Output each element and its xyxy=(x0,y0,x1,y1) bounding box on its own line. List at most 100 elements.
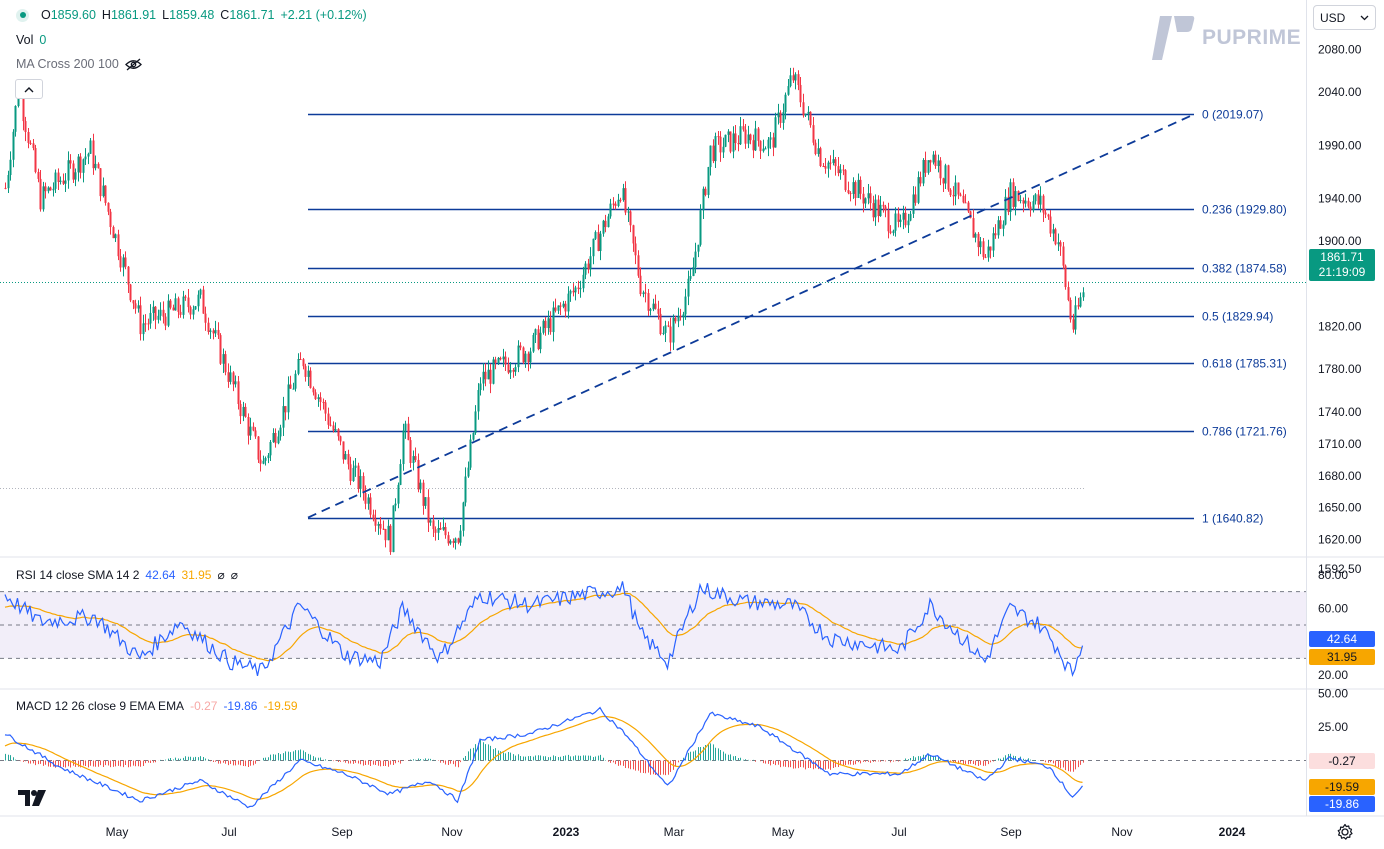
candle-body xyxy=(349,464,352,482)
currency-select[interactable]: USD xyxy=(1313,5,1376,30)
candle-body xyxy=(872,203,875,218)
candle-body xyxy=(482,371,485,384)
candle-body xyxy=(639,275,642,295)
candle-body xyxy=(682,314,685,318)
macd-signal-line xyxy=(4,715,1083,800)
volume-legend[interactable]: Vol 0 xyxy=(16,33,46,47)
time-tick-label: 2023 xyxy=(553,825,580,839)
candle-body xyxy=(584,263,587,275)
candle-body xyxy=(687,278,690,297)
candle-body xyxy=(879,204,882,217)
fib-level-label: 0.5 (1829.94) xyxy=(1202,310,1273,324)
candle-body xyxy=(37,171,40,179)
candle-body xyxy=(154,306,157,320)
candle-body xyxy=(149,312,152,324)
candle-body xyxy=(674,318,677,322)
gear-icon[interactable] xyxy=(1336,823,1354,841)
candle-body xyxy=(397,484,400,504)
price-tick-label: 1680.00 xyxy=(1318,469,1362,483)
candle-body xyxy=(457,538,460,543)
candle-body xyxy=(119,256,122,268)
candle-body xyxy=(334,429,337,431)
candle-body xyxy=(784,94,787,113)
candle-body xyxy=(354,465,357,468)
candle-body xyxy=(782,112,785,123)
candle-body xyxy=(927,160,930,173)
candle-body xyxy=(112,227,115,239)
candle-body xyxy=(549,318,552,333)
candle-body xyxy=(899,219,902,222)
candle-body xyxy=(709,145,712,168)
candle-body xyxy=(557,305,560,311)
collapse-legend-button[interactable] xyxy=(15,79,43,99)
candle-body xyxy=(597,232,600,251)
candle-body xyxy=(552,307,555,333)
ma-cross-label: MA Cross 200 100 xyxy=(16,57,119,71)
hidden-eye-icon[interactable] xyxy=(124,58,142,71)
candle-body xyxy=(1007,196,1010,212)
ma-cross-legend[interactable]: MA Cross 200 100 xyxy=(16,57,142,71)
candle-body xyxy=(464,476,467,503)
candle-body xyxy=(324,402,327,414)
candle-body xyxy=(427,497,430,523)
time-tick-label: Jul xyxy=(221,825,236,839)
candle-body xyxy=(1037,194,1040,205)
candle-body xyxy=(857,179,860,199)
candle-body xyxy=(519,345,522,348)
candle-body xyxy=(809,111,812,126)
candle-body xyxy=(122,257,125,268)
candle-body xyxy=(999,220,1002,229)
price-tick-label: 2080.00 xyxy=(1318,42,1362,56)
candle-body xyxy=(242,406,245,417)
candle-body xyxy=(579,288,582,290)
fib-level-label: 1 (1640.82) xyxy=(1202,512,1263,526)
candle-body xyxy=(524,353,527,363)
candle-body xyxy=(997,220,1000,236)
candle-body xyxy=(932,154,935,163)
candle-body xyxy=(34,148,37,172)
candle-body xyxy=(449,540,452,544)
candle-body xyxy=(192,309,195,315)
candle-body xyxy=(247,416,250,436)
symbol-status-icon[interactable] xyxy=(16,8,29,22)
candle-body xyxy=(902,212,905,220)
candle-body xyxy=(389,525,392,553)
candle-body xyxy=(79,156,82,173)
candle-body xyxy=(57,172,60,182)
candle-body xyxy=(97,163,100,169)
candle-body xyxy=(814,142,817,154)
candle-body xyxy=(1032,201,1035,211)
time-tick-label: Nov xyxy=(1111,825,1132,839)
candle-body xyxy=(774,117,777,148)
time-tick-label: Mar xyxy=(664,825,685,839)
candle-body xyxy=(659,313,662,335)
candle-body xyxy=(59,180,62,182)
candle-body xyxy=(347,454,350,465)
candle-body xyxy=(574,287,577,293)
ohlc-low: L1859.48 xyxy=(162,8,215,22)
macd-legend[interactable]: MACD 12 26 close 9 EMA EMA -0.27 -19.86 … xyxy=(16,699,298,713)
tradingview-logo-icon[interactable] xyxy=(16,788,50,808)
candle-body xyxy=(1019,200,1022,202)
candle-body xyxy=(827,162,830,169)
rsi-legend[interactable]: RSI 14 close SMA 14 2 42.64 31.95 ⌀ ⌀ xyxy=(16,568,238,582)
candle-body xyxy=(657,308,660,314)
candle-body xyxy=(17,97,20,107)
candle-body xyxy=(317,397,320,400)
candle-body xyxy=(197,294,200,307)
candle-body xyxy=(732,133,735,152)
candle-body xyxy=(509,370,512,373)
price-tick-label: 1710.00 xyxy=(1318,437,1362,451)
candle-body xyxy=(359,476,362,489)
candle-body xyxy=(869,193,872,204)
candle-body xyxy=(752,140,755,151)
candle-body xyxy=(844,170,847,191)
candle-body xyxy=(184,296,187,298)
fib-level-label: 0 (2019.07) xyxy=(1202,108,1263,122)
candle-body xyxy=(1057,242,1060,245)
candle-body xyxy=(129,284,132,301)
candle-body xyxy=(852,182,855,194)
candle-body xyxy=(414,456,417,460)
candle-body xyxy=(382,528,385,530)
